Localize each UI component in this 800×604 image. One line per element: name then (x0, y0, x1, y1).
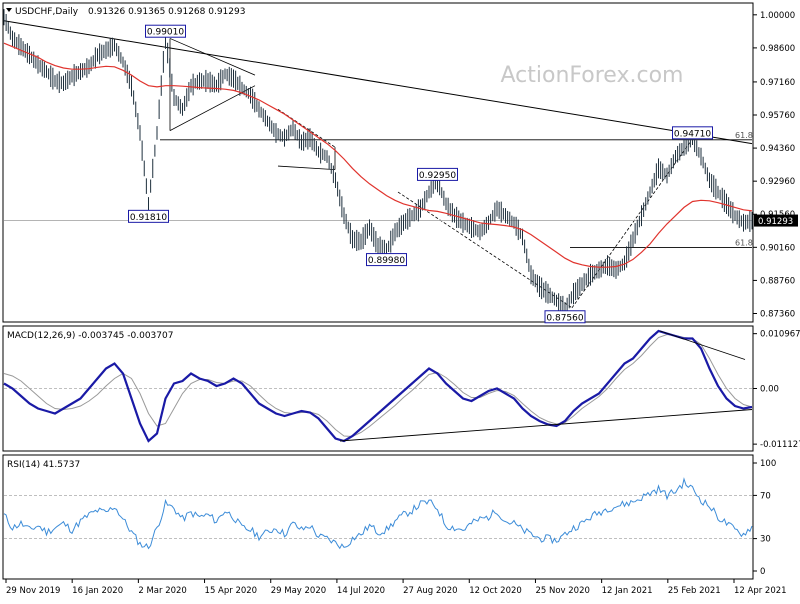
price-annotation-box (145, 24, 186, 38)
macd-title: MACD(12,26,9) -0.003745 -0.003707 (7, 331, 173, 341)
price-y-tick-label: 0.87360 (760, 309, 795, 319)
macd-resistance-trendline (659, 330, 746, 360)
x-tick-label: 27 Aug 2020 (403, 586, 457, 596)
x-tick-label: 12 Jan 2021 (602, 586, 653, 596)
x-tick-label: 29 Nov 2019 (6, 586, 60, 596)
rsi-panel-frame (2, 454, 754, 580)
dropdown-triangle-icon[interactable] (6, 8, 12, 12)
price-y-tick-label: 0.98600 (760, 44, 795, 54)
fib-label: 61.8 (735, 131, 753, 140)
channel-lower-line (277, 165, 336, 170)
rsi-y-tick-label: 70 (760, 491, 771, 501)
x-tick-label: 29 May 2020 (271, 586, 326, 596)
fib-dashed-line (571, 142, 691, 309)
price-y-tick-label: 0.95760 (760, 111, 795, 121)
macd-y-tick-label: 0.010967 (760, 330, 800, 340)
price-annotation-label: 0.94710 (674, 129, 711, 139)
price-bars (3, 9, 753, 318)
price-y-tick-label: 0.92960 (760, 177, 795, 187)
x-tick-label: 12 Oct 2020 (469, 586, 522, 596)
macd-y-tick-label: -0.011127 (760, 440, 800, 450)
x-tick-label: 15 Apr 2020 (205, 586, 258, 596)
price-annotation-label: 0.92950 (419, 171, 456, 181)
wedge-lower-line (169, 85, 256, 131)
price-y-tick-label: 0.97160 (760, 78, 795, 88)
price-annotation-box (672, 126, 713, 140)
long-trendline (3, 20, 753, 145)
macd-main-line (3, 329, 753, 443)
macd-layer (3, 329, 753, 443)
x-tick-label: 16 Jan 2020 (72, 586, 123, 596)
rsi-line (3, 477, 753, 550)
moving-average-line (3, 42, 753, 268)
x-tick-label: 2 Mar 2020 (138, 586, 186, 596)
price-annotation-label: 0.89980 (368, 256, 405, 266)
price-annotation-label: 0.87560 (546, 313, 583, 323)
fib-label: 61.8 (735, 239, 753, 248)
price-y-tick-label: 0.94360 (760, 144, 795, 154)
current-price-label: 0.91293 (758, 217, 793, 227)
axis-layer: 1.00000 0.98600 0.97160 0.95760 0.94360 0.929… (5, 11, 800, 596)
price-annotation-box (417, 167, 458, 181)
rsi-y-tick-label: 100 (760, 459, 776, 469)
x-tick-label: 25 Nov 2020 (535, 586, 589, 596)
price-annotation-box (128, 209, 169, 223)
rsi-y-tick-label: 0 (760, 567, 765, 577)
price-y-tick-label: 1.00000 (760, 11, 795, 21)
current-price-tag (754, 214, 798, 227)
price-annotation-box (366, 253, 407, 267)
price-annotation-box (544, 310, 586, 324)
macd-support-trendline (339, 409, 753, 442)
macd-y-tick-label: 0.00 (760, 385, 779, 395)
macd-signal-line (3, 333, 753, 438)
price-panel-frame (2, 2, 754, 323)
symbol-title: USDCHF,Daily (15, 7, 79, 17)
x-tick-label: 12 Apr 2021 (734, 586, 787, 596)
watermark: ActionForex.com (501, 63, 684, 88)
rsi-title: RSI(14) 41.5737 (7, 460, 80, 470)
ohlc-readout: 0.91326 0.91365 0.91268 0.91293 (88, 7, 245, 17)
price-layer: 0.99010 0.91810 0.89980 0.92950 0.87560 0.947… (3, 9, 753, 324)
rsi-y-tick-label: 30 (760, 535, 771, 545)
price-annotation-label: 0.99010 (147, 28, 184, 38)
price-annotation-label: 0.91810 (130, 213, 167, 223)
rsi-layer (3, 477, 753, 550)
price-y-tick-label: 0.88760 (760, 276, 795, 286)
x-tick-label: 14 Jul 2020 (337, 586, 385, 596)
price-y-tick-label: 0.90160 (760, 243, 795, 253)
wedge-upper-line (169, 38, 256, 76)
x-tick-label: 25 Feb 2021 (668, 586, 721, 596)
